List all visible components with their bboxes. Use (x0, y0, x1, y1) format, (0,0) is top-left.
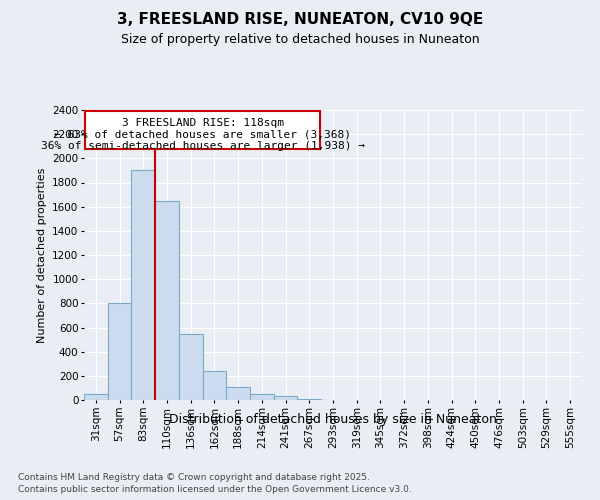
Text: Size of property relative to detached houses in Nuneaton: Size of property relative to detached ho… (121, 32, 479, 46)
Bar (84, 394, 108, 400)
Text: ← 63% of detached houses are smaller (3,368): ← 63% of detached houses are smaller (3,… (54, 130, 351, 140)
Text: Contains HM Land Registry data © Crown copyright and database right 2025.: Contains HM Land Registry data © Crown c… (18, 472, 370, 482)
Bar (203, 371, 226, 400)
Y-axis label: Number of detached properties: Number of detached properties (37, 168, 47, 342)
Bar (155, 200, 179, 400)
Bar (131, 170, 155, 400)
Bar (108, 304, 131, 400)
Text: 3, FREESLAND RISE, NUNEATON, CV10 9QE: 3, FREESLAND RISE, NUNEATON, CV10 9QE (117, 12, 483, 28)
Bar (274, 396, 298, 400)
Text: Distribution of detached houses by size in Nuneaton: Distribution of detached houses by size … (169, 412, 497, 426)
Bar (250, 394, 274, 400)
Text: 36% of semi-detached houses are larger (1,938) →: 36% of semi-detached houses are larger (… (41, 142, 365, 152)
FancyBboxPatch shape (85, 110, 320, 148)
Bar (226, 386, 250, 400)
Text: 3 FREESLAND RISE: 118sqm: 3 FREESLAND RISE: 118sqm (122, 118, 284, 128)
Text: Contains public sector information licensed under the Open Government Licence v3: Contains public sector information licen… (18, 485, 412, 494)
Bar (179, 334, 203, 400)
